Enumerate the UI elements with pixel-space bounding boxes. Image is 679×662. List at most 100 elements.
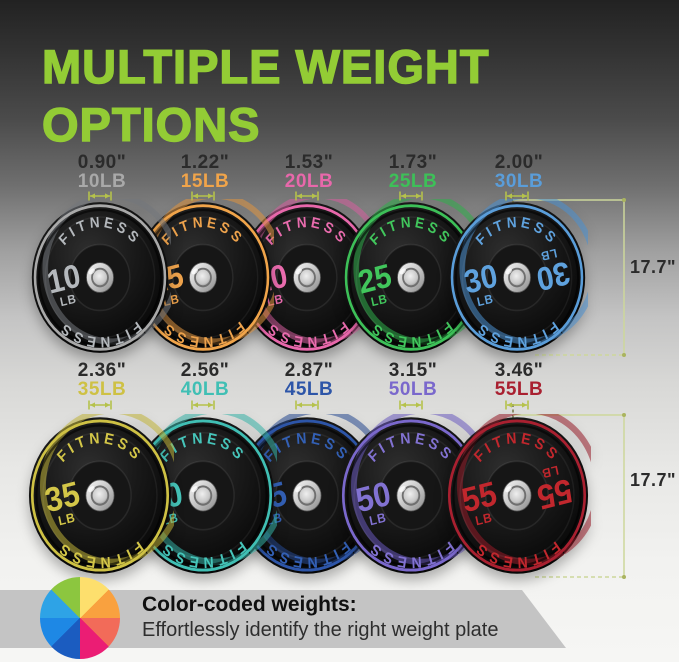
plate-weight-number: 30 bbox=[461, 257, 501, 301]
bumper-plate-25lb: FITNESS FITNESS 25 LB bbox=[340, 199, 482, 356]
width-arrow-icon bbox=[399, 191, 423, 201]
plate-weight-unit: LB bbox=[59, 291, 78, 309]
plate-weight-unit: LB bbox=[474, 510, 494, 529]
width-arrow-icon bbox=[88, 191, 112, 201]
plate-weight-unit: LB bbox=[476, 291, 495, 309]
bumper-plate-10lb: FITNESS FITNESS 10 LB bbox=[29, 199, 171, 356]
bumper-plate-55lb: FITNESS FITNESS 55 LB 55 LB bbox=[443, 414, 591, 577]
plate-hole bbox=[195, 269, 211, 286]
plate-rim-stripe bbox=[447, 419, 587, 572]
thickness-label: 2.36" bbox=[77, 360, 127, 381]
page-title-line1: MULTIPLE WEIGHT bbox=[41, 39, 490, 93]
plate-rim-side bbox=[40, 414, 174, 566]
weight-label: 30LB bbox=[494, 171, 544, 192]
plate-weight-number: 25 bbox=[355, 257, 395, 301]
plate-rim-side bbox=[459, 199, 588, 345]
plate-weight-unit: LB bbox=[539, 246, 558, 264]
plate-weight-label: 50LB bbox=[352, 473, 394, 529]
page-title: MULTIPLE WEIGHT OPTIONS bbox=[41, 38, 490, 154]
plate-rim-side bbox=[351, 414, 485, 566]
width-arrow-icon bbox=[191, 191, 215, 201]
plate-weight-label: 30LB bbox=[533, 246, 573, 298]
thickness-label: 2.56" bbox=[180, 360, 230, 381]
plate-weight-number: 55 bbox=[534, 471, 576, 517]
thickness-label: 1.53" bbox=[284, 152, 334, 173]
plate-hole bbox=[92, 269, 108, 286]
bumper-plate-50lb: FITNESS FITNESS 50 LB bbox=[337, 414, 485, 577]
plate-hole bbox=[509, 269, 525, 286]
plate-rim-side bbox=[457, 414, 591, 566]
color-wheel-icon bbox=[40, 577, 120, 659]
thickness-label: 3.15" bbox=[388, 360, 438, 381]
plate-weight-label: 55LB bbox=[534, 462, 576, 517]
plate-hole bbox=[403, 487, 419, 504]
plate-rim-side bbox=[143, 414, 277, 566]
width-arrow-icon bbox=[295, 400, 319, 410]
plate-hole bbox=[403, 269, 419, 286]
plate-weight-number: 50 bbox=[352, 473, 394, 519]
plate-weight-unit: LB bbox=[370, 291, 389, 309]
width-arrow-icon bbox=[88, 400, 112, 410]
plate-weight-label: 55LB bbox=[458, 473, 500, 529]
plate-weight-number: 10 bbox=[44, 257, 84, 301]
plate-weight-label: 10LB bbox=[44, 257, 84, 309]
plate-weight-unit: LB bbox=[368, 510, 388, 529]
plate-rim-side bbox=[353, 199, 482, 345]
height-label: 17.7" bbox=[630, 470, 677, 490]
weight-label: 45LB bbox=[284, 379, 334, 400]
plate-weight-label-mirror: 55LB bbox=[534, 462, 576, 517]
weight-label: 55LB bbox=[494, 379, 544, 400]
weight-label: 35LB bbox=[77, 379, 127, 400]
plate-rim-side bbox=[247, 414, 381, 566]
plate-rim-stripe bbox=[450, 204, 584, 351]
footer-subheading: Effortlessly identify the right weight p… bbox=[142, 619, 499, 641]
width-arrow-icon bbox=[505, 191, 529, 201]
thickness-label: 1.73" bbox=[388, 152, 438, 173]
thickness-label: 0.90" bbox=[77, 152, 127, 173]
page-title-line2: OPTIONS bbox=[41, 97, 261, 151]
width-arrow-icon bbox=[191, 400, 215, 410]
weight-label: 10LB bbox=[77, 171, 127, 192]
weight-label: 50LB bbox=[388, 379, 438, 400]
plate-weight-number: 35 bbox=[41, 473, 83, 519]
plate-rim-side bbox=[145, 199, 274, 345]
footer-heading: Color-coded weights: bbox=[142, 593, 357, 616]
bumper-plate-30lb: FITNESS FITNESS 30 LB 30 LB bbox=[446, 199, 588, 356]
weight-label: 15LB bbox=[180, 171, 230, 192]
plate-weight-label: 35LB bbox=[41, 473, 83, 529]
thickness-label: 1.22" bbox=[180, 152, 230, 173]
plate-weight-label: 25LB bbox=[355, 257, 395, 309]
width-arrow-icon bbox=[295, 191, 319, 201]
plate-weight-number: 55 bbox=[458, 473, 500, 519]
plate-weight-unit: LB bbox=[57, 510, 77, 529]
plate-rim-stripe bbox=[133, 419, 273, 572]
plate-rim-stripe bbox=[33, 204, 167, 351]
width-arrow-icon bbox=[399, 400, 423, 410]
plate-weight-label-mirror: 30LB bbox=[533, 246, 573, 298]
thickness-label: 2.87" bbox=[284, 360, 334, 381]
weight-label: 25LB bbox=[388, 171, 438, 192]
weight-label: 20LB bbox=[284, 171, 334, 192]
plate-rim-side bbox=[42, 199, 171, 345]
thickness-label: 3.46" bbox=[494, 360, 544, 381]
thickness-label: 2.00" bbox=[494, 152, 544, 173]
plate-rim-side bbox=[249, 199, 378, 345]
plate-hole bbox=[509, 487, 525, 504]
weight-label: 40LB bbox=[180, 379, 230, 400]
height-label: 17.7" bbox=[630, 257, 677, 277]
plate-weight-number: 30 bbox=[533, 254, 573, 298]
plate-weight-label: 30LB bbox=[461, 257, 501, 309]
plate-hole bbox=[195, 487, 211, 504]
height-dimension-bracket bbox=[512, 404, 626, 579]
plate-hole bbox=[299, 487, 315, 504]
plate-hole bbox=[92, 487, 108, 504]
width-arrow-icon bbox=[505, 400, 529, 410]
plate-hole bbox=[299, 269, 315, 286]
